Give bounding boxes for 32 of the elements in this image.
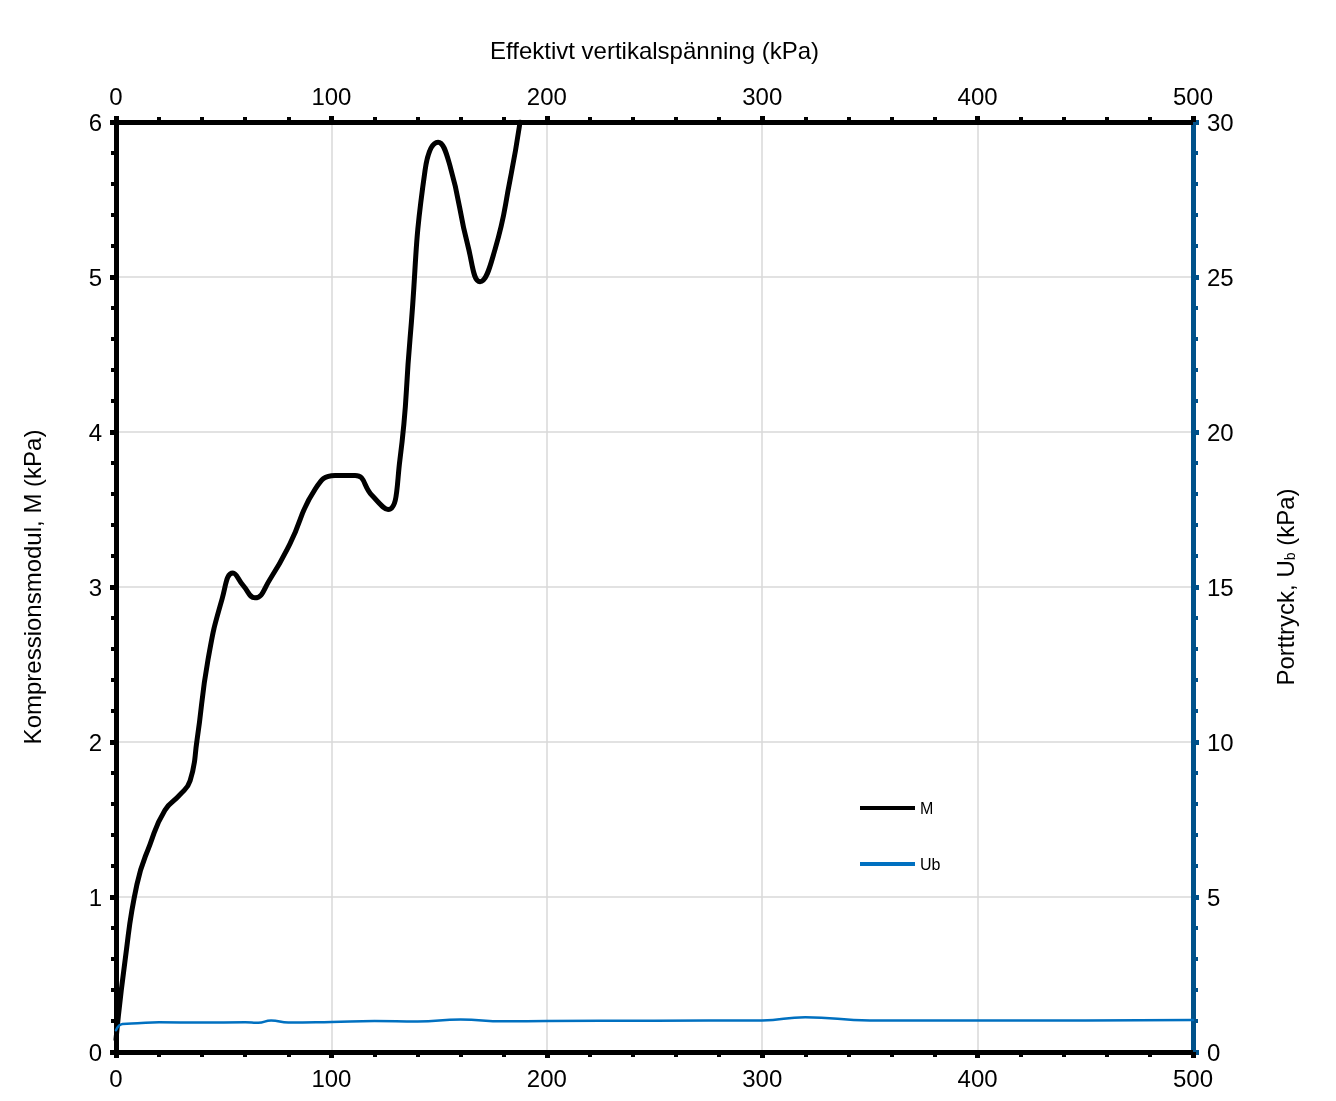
x-tick-label: 300 [742, 1064, 783, 1092]
y2-tick-label: 30 [1207, 108, 1234, 136]
y-tick-label: 2 [88, 728, 102, 756]
legend-label: Ub [920, 855, 941, 873]
x-tick-label: 200 [526, 1064, 567, 1092]
x2-tick-label: 200 [526, 82, 567, 110]
y2-tick-label: 5 [1207, 883, 1221, 911]
legend-label: M [920, 799, 934, 817]
x2-tick-label: 500 [1172, 82, 1214, 110]
y2-tick-label: 15 [1207, 573, 1234, 601]
x-tick-label: 500 [1172, 1064, 1214, 1092]
x2-tick-label: 300 [742, 82, 783, 110]
x2-axis-title: Effektivt vertikalspänning (kPa) [489, 36, 820, 64]
y2-axis-title: Porttryck, Ub (kPa) [1271, 488, 1299, 686]
line-series [114, 1016, 1195, 1032]
y2-tick-label: 20 [1207, 418, 1234, 446]
y-tick-label: 6 [88, 108, 102, 136]
x-tick-label: 400 [957, 1064, 998, 1092]
x2-tick-label: 100 [311, 82, 352, 110]
x2-tick-label: 0 [109, 82, 123, 110]
y-axis-title: Kompressionsmodul, M (kPa) [18, 429, 46, 745]
x2-tick-label: 400 [957, 82, 998, 110]
y-tick-label: 5 [88, 263, 102, 291]
y2-tick-label: 25 [1207, 263, 1234, 291]
y-tick-label: 0 [88, 1038, 102, 1066]
y-tick-label: 3 [88, 573, 102, 601]
y2-tick-label: 10 [1207, 728, 1234, 756]
y-tick-label: 4 [88, 418, 102, 446]
y2-tick-label: 0 [1207, 1038, 1221, 1066]
y-tick-label: 1 [88, 883, 102, 911]
x-tick-label: 100 [311, 1064, 352, 1092]
x-tick-label: 0 [109, 1064, 123, 1092]
